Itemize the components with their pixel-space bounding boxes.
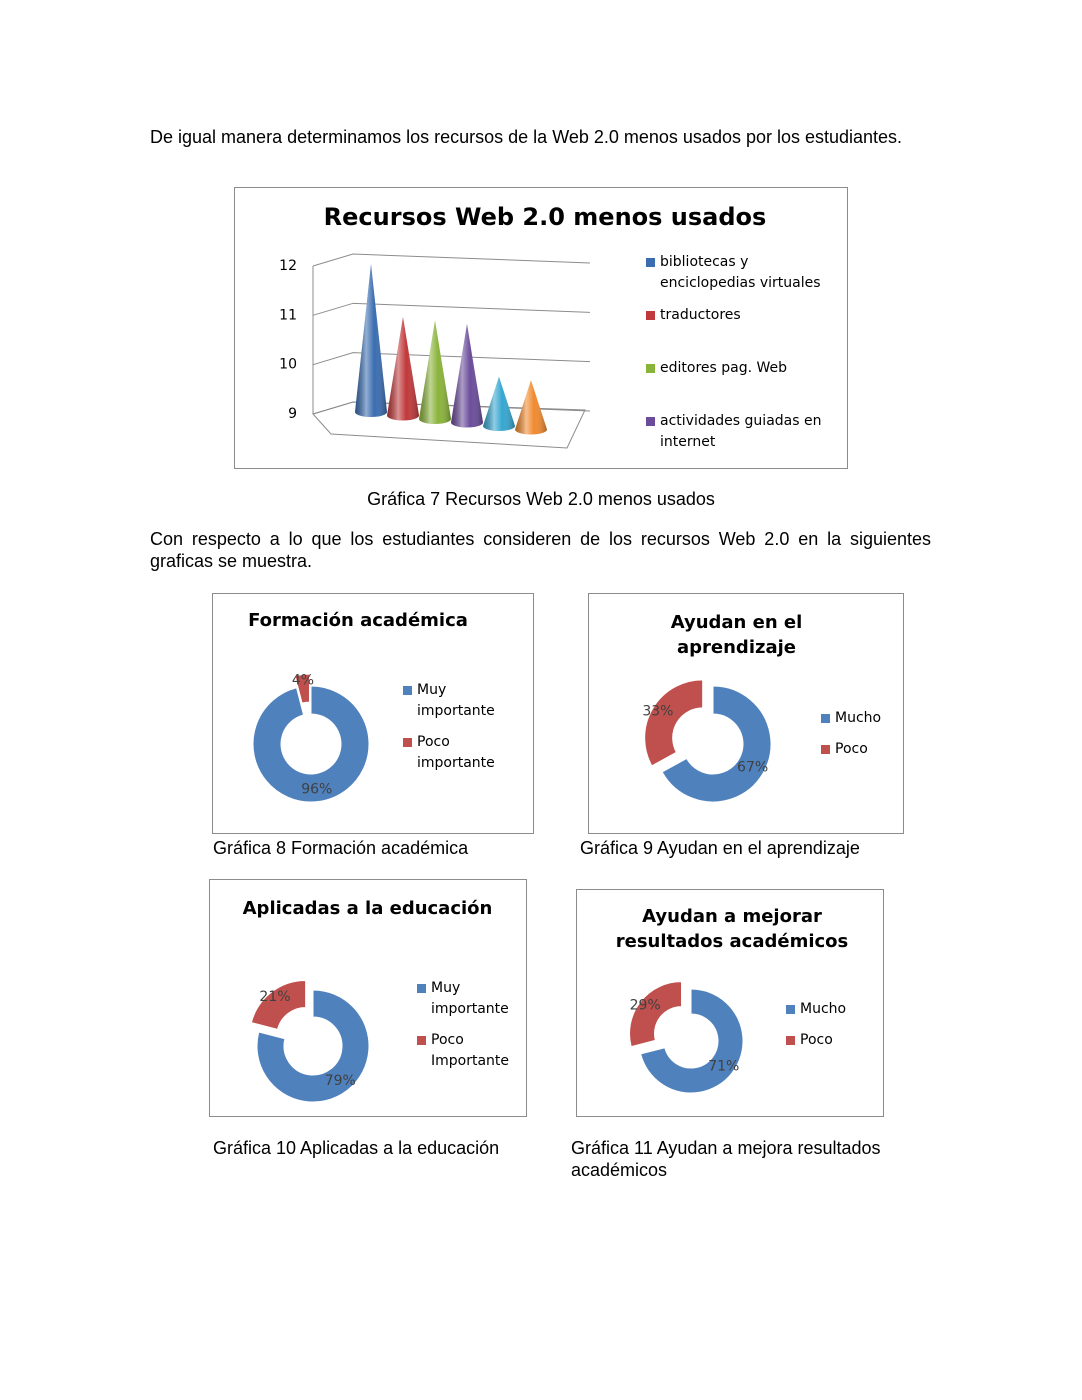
legend-entry: Poco Importante <box>417 1030 517 1072</box>
grid-line <box>312 253 591 267</box>
caption: Gráfica 7 Recursos Web 2.0 menos usados <box>367 489 715 509</box>
caption: Gráfica 10 Aplicadas a la educación <box>213 1138 500 1158</box>
chart-title: Formación académica <box>248 610 468 631</box>
legend-label: actividades guiadas en internet <box>660 413 822 450</box>
legend-label: Muy importante <box>417 682 495 719</box>
chart-title: Ayudan en el aprendizaje <box>670 612 803 658</box>
cone-shade <box>483 376 515 431</box>
caption: Gráfica 11 Ayudan a mejora resultados ac… <box>571 1138 881 1180</box>
chart-plot: 79% 21% <box>250 980 370 1103</box>
chart: Ayudan en el aprendizaje 67% 33% Mucho Poco <box>588 593 904 834</box>
caption: Gráfica 9 Ayudan en el aprendizaje <box>580 838 860 858</box>
donut-slice <box>644 679 704 767</box>
cone-shade <box>515 380 547 435</box>
donut-slice <box>250 980 307 1030</box>
legend-entry: Muy importante <box>403 680 513 722</box>
legend-label: editores pag. Web <box>660 360 788 376</box>
legend-swatch <box>403 686 412 695</box>
legend: Muy importante Poco Importante <box>417 978 517 1082</box>
chart: Formación académica 96% 4% Muy importante Po… <box>212 593 534 834</box>
paragraph: Con respecto a lo que los estudiantes co… <box>150 529 931 571</box>
legend-swatch <box>646 364 655 373</box>
cone-shade <box>419 320 451 424</box>
chart: Ayudan a mejorar resultados académicos 71… <box>576 889 884 1117</box>
caption: Gráfica 8 Formación académica <box>213 838 469 858</box>
y-tick-label: 9 <box>288 406 297 422</box>
legend-swatch <box>786 1036 795 1045</box>
data-label: 71% <box>708 1058 739 1074</box>
legend-swatch <box>821 745 830 754</box>
legend-swatch <box>786 1005 795 1014</box>
paragraph: De igual manera determinamos los recurso… <box>150 127 903 147</box>
legend-swatch <box>646 311 655 320</box>
legend-swatch <box>403 738 412 747</box>
donut-slice <box>629 981 683 1048</box>
data-label: 4% <box>292 673 314 689</box>
donut-slice <box>256 989 370 1103</box>
legend-label: traductores <box>660 307 741 323</box>
data-label: 96% <box>301 782 332 798</box>
legend-swatch <box>646 258 655 267</box>
legend: Mucho Poco <box>821 708 901 770</box>
chart-title: Ayudan a mejorar resultados académicos <box>615 906 849 952</box>
donut-slice <box>294 673 310 704</box>
legend-entry: actividades guiadas en internet <box>646 411 836 464</box>
data-label: 21% <box>259 989 290 1005</box>
y-tick-label: 11 <box>279 307 297 323</box>
data-label: 29% <box>630 997 661 1013</box>
legend: Muy importante Poco importante <box>403 680 513 784</box>
chart: Recursos Web 2.0 menos usados 9 10 11 12 bibl… <box>234 187 848 469</box>
donut-slice <box>252 685 370 803</box>
legend-label: bibliotecas y enciclopedias virtuales <box>660 254 821 291</box>
grid-line <box>312 352 591 366</box>
donut-slice <box>661 685 772 803</box>
chart-plot: 67% 33% <box>642 679 772 803</box>
legend-label: Poco Importante <box>431 1032 510 1069</box>
legend-entry: Poco <box>821 739 901 760</box>
legend-entry: bibliotecas y enciclopedias virtuales <box>646 252 836 305</box>
legend-label: Poco <box>835 741 868 757</box>
legend-entry: traductores <box>646 305 836 358</box>
legend-entry: Poco <box>786 1030 866 1051</box>
legend-entry: Muy importante <box>417 978 517 1020</box>
legend-entry: Poco importante <box>403 732 513 774</box>
y-tick-label: 12 <box>279 258 297 274</box>
legend: Mucho Poco <box>786 999 866 1061</box>
grid-line <box>312 401 591 415</box>
legend: bibliotecas y enciclopedias virtuales tra… <box>646 252 836 464</box>
chart-plot: 71% 29% <box>629 981 744 1094</box>
donut-slice <box>640 988 744 1094</box>
legend-label: Poco <box>800 1032 833 1048</box>
data-label: 67% <box>737 759 768 775</box>
legend-label: Mucho <box>835 710 882 726</box>
legend-swatch <box>646 417 655 426</box>
chart-title: Recursos Web 2.0 menos usados <box>323 203 767 231</box>
chart-plot: 96% 4% <box>252 673 370 803</box>
legend-swatch <box>821 714 830 723</box>
chart: Aplicadas a la educación 79% 21% Muy import… <box>209 879 527 1117</box>
legend-label: Mucho <box>800 1001 847 1017</box>
legend-label: Muy importante <box>431 980 509 1017</box>
grid-line <box>312 302 591 316</box>
legend-entry: Mucho <box>821 708 901 729</box>
legend-entry: Mucho <box>786 999 866 1020</box>
y-tick-label: 10 <box>279 357 297 373</box>
data-label: 33% <box>642 703 673 719</box>
legend-label: Poco importante <box>417 734 495 771</box>
chart-plot: 9 10 11 12 <box>279 253 591 449</box>
cone-shade <box>355 264 387 417</box>
legend-swatch <box>417 984 426 993</box>
legend-swatch <box>417 1036 426 1045</box>
chart-title: Aplicadas a la educación <box>242 898 493 919</box>
cone-shade <box>387 316 419 421</box>
legend-entry: editores pag. Web <box>646 358 836 411</box>
cone-shade <box>451 323 483 428</box>
data-label: 79% <box>325 1073 356 1089</box>
